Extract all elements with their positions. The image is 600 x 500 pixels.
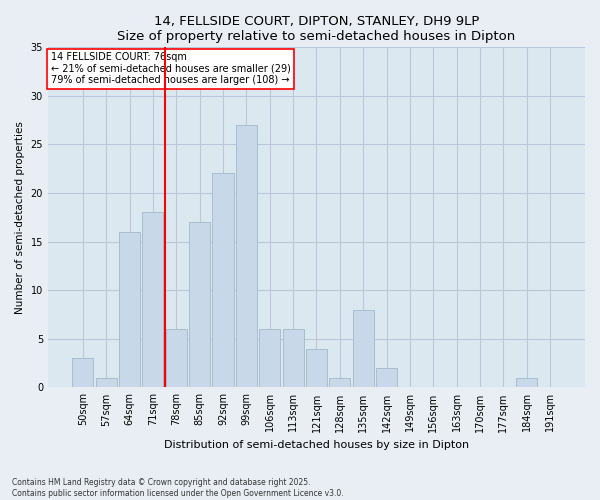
Bar [189,222,210,388]
X-axis label: Distribution of semi-detached houses by size in Dipton: Distribution of semi-detached houses by … [164,440,469,450]
Y-axis label: Number of semi-detached properties: Number of semi-detached properties [15,120,25,314]
Bar [236,125,257,388]
Bar [376,368,397,388]
Bar [283,329,304,388]
Bar [329,378,350,388]
Title: 14, FELLSIDE COURT, DIPTON, STANLEY, DH9 9LP
Size of property relative to semi-d: 14, FELLSIDE COURT, DIPTON, STANLEY, DH9… [118,15,515,43]
Bar [353,310,374,388]
Bar [119,232,140,388]
Bar [95,378,117,388]
Bar [73,358,94,388]
Bar [259,329,280,388]
Bar [166,329,187,388]
Text: 14 FELLSIDE COURT: 76sqm
← 21% of semi-detached houses are smaller (29)
79% of s: 14 FELLSIDE COURT: 76sqm ← 21% of semi-d… [50,52,290,86]
Text: Contains HM Land Registry data © Crown copyright and database right 2025.
Contai: Contains HM Land Registry data © Crown c… [12,478,344,498]
Bar [212,174,233,388]
Bar [516,378,537,388]
Bar [306,348,327,388]
Bar [142,212,163,388]
